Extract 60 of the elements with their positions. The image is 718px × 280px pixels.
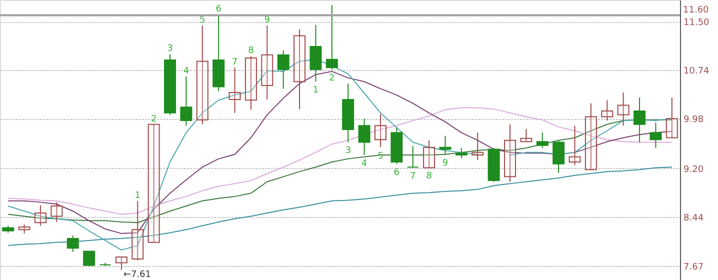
candlestick — [374, 114, 386, 148]
text: 5 — [200, 16, 206, 26]
candlestick — [520, 128, 532, 143]
text: 3 — [345, 146, 351, 156]
text: 8 — [248, 46, 254, 56]
y-tick-label: 11.50 — [684, 18, 710, 28]
candlestick — [568, 125, 581, 166]
text: 8 — [426, 172, 432, 182]
candlestick — [504, 124, 516, 182]
candlestick — [196, 25, 208, 125]
y-tick-label: 10.74 — [684, 66, 710, 77]
text: 7 — [232, 58, 238, 68]
candlestick — [423, 140, 436, 168]
candlestick — [326, 4, 338, 70]
candlestick — [66, 234, 79, 252]
text: 7 — [410, 172, 416, 182]
line-series — [8, 107, 672, 215]
candlestick — [406, 146, 419, 168]
text: 4 — [361, 158, 368, 169]
text: 9 — [264, 16, 270, 26]
y-tick-label: 7.67 — [684, 262, 704, 272]
candlestick — [601, 100, 614, 122]
candlestick — [228, 67, 241, 114]
candlestick — [277, 50, 290, 90]
candlestick — [536, 132, 548, 148]
candlestick — [18, 224, 30, 234]
candlestick — [34, 204, 46, 226]
candlestick — [358, 118, 370, 156]
candlestick — [261, 25, 274, 100]
text: 1 — [134, 190, 140, 201]
y-tick-label: 9.20 — [684, 164, 704, 175]
candlestick — [148, 124, 160, 243]
candlestick — [552, 140, 565, 174]
candlestick — [294, 28, 306, 110]
candlestick — [50, 202, 63, 222]
text: 3 — [167, 44, 173, 54]
candlestick — [634, 97, 646, 143]
candlestick — [180, 76, 192, 126]
candlestick — [83, 250, 96, 266]
candlestick — [115, 256, 128, 270]
candlestick — [472, 132, 484, 161]
candlestick — [132, 200, 144, 261]
annotation: ←7.61 — [123, 270, 152, 280]
text: 6 — [216, 4, 222, 15]
text: 4 — [183, 66, 190, 77]
y-tick-label: 8.44 — [684, 213, 704, 224]
candlestick — [455, 147, 468, 159]
ref-line-label: 11.60 — [683, 5, 710, 16]
candlestick — [584, 102, 597, 170]
candlestick — [310, 24, 322, 82]
text: 2 — [150, 114, 157, 124]
candlestick — [666, 97, 678, 138]
candlestick — [617, 92, 630, 126]
text: 1 — [312, 86, 319, 96]
text: 6 — [394, 168, 400, 178]
y-tick-label: 9.98 — [684, 115, 704, 126]
text: 2 — [329, 74, 335, 84]
candlestick — [650, 122, 662, 148]
candlestick — [244, 56, 257, 110]
text: 9 — [442, 158, 448, 168]
